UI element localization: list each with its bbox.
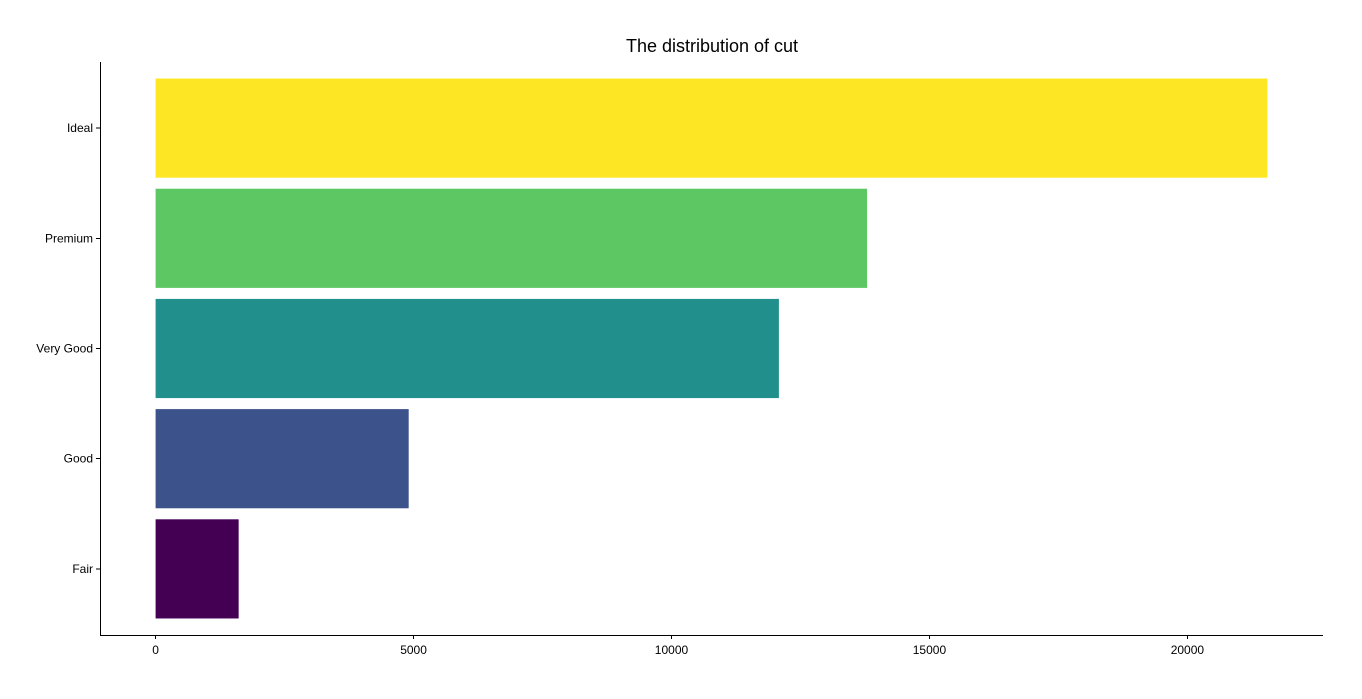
x-axis-ticks: 0 5000 10000 15000 20000: [152, 635, 1204, 657]
x-tick-label: 15000: [913, 643, 947, 657]
x-tick-label: 5000: [400, 643, 427, 657]
bar-fair: [155, 519, 239, 619]
y-tick-label: Fair: [72, 562, 93, 576]
y-tick-label: Good: [64, 452, 93, 466]
bars-layer: [155, 78, 1268, 619]
y-tick-label: Premium: [45, 231, 93, 245]
bar-very-good: [155, 298, 779, 399]
y-axis-ticks: Fair Good Very Good Premium Ideal: [36, 121, 100, 576]
bar-premium: [155, 188, 868, 288]
chart-title: The distribution of cut: [626, 36, 798, 56]
y-tick-label: Ideal: [67, 121, 93, 135]
x-tick-label: 20000: [1171, 643, 1205, 657]
bar-ideal: [155, 78, 1268, 178]
bar-good: [155, 409, 409, 509]
y-tick-label: Very Good: [36, 342, 93, 356]
x-tick-label: 10000: [655, 643, 689, 657]
x-tick-label: 0: [152, 643, 159, 657]
